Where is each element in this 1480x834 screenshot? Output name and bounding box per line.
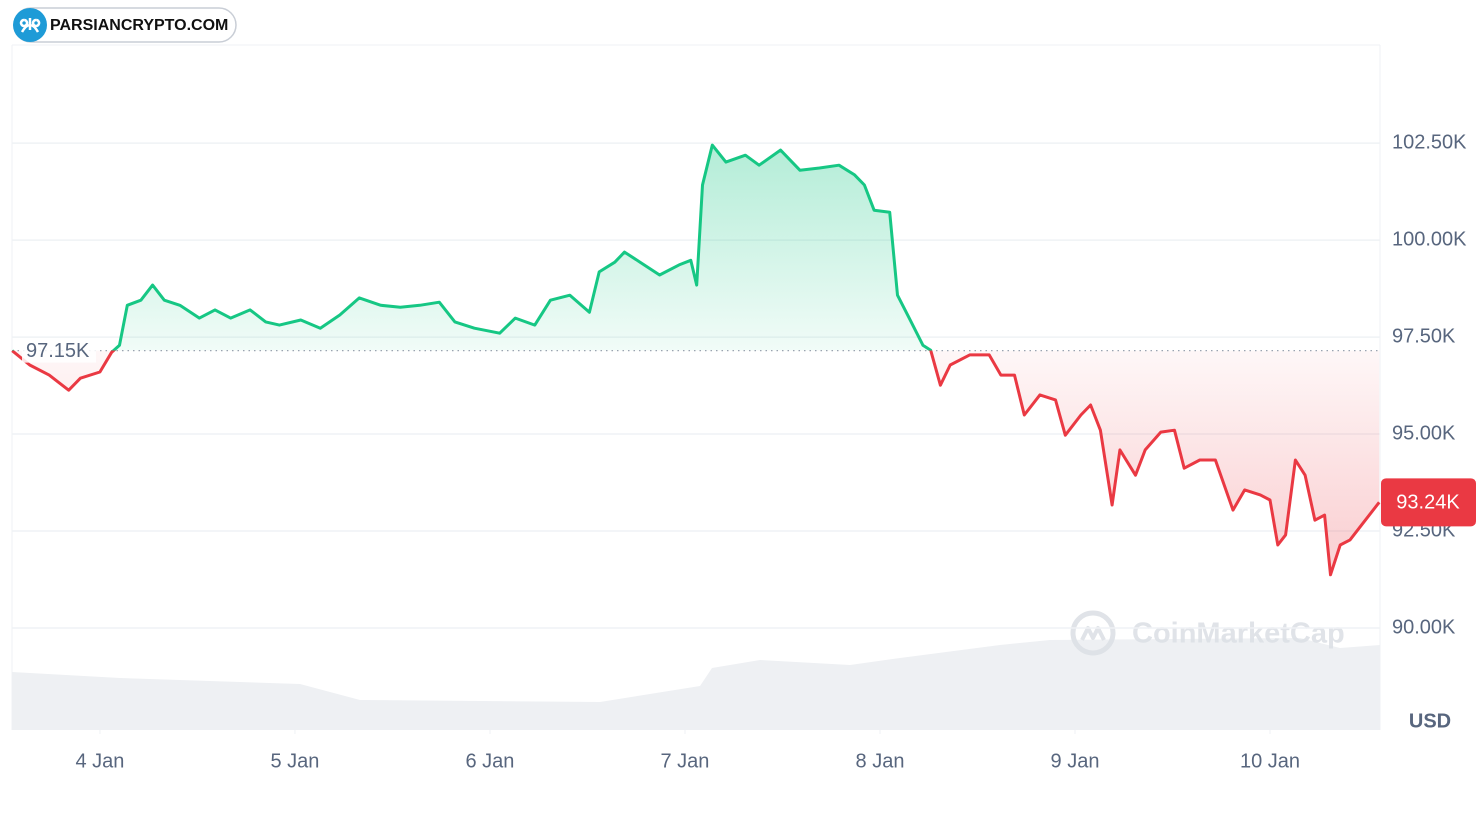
watermark: CoinMarketCap <box>1070 610 1345 656</box>
brand-badge: PARSIANCRYPTO.COM <box>13 7 237 43</box>
price-area <box>12 145 1380 575</box>
y-tick-label: 90.00K <box>1392 616 1456 638</box>
watermark-logo-mark <box>1080 626 1106 641</box>
x-tick-label: 5 Jan <box>270 750 319 772</box>
brand-text: PARSIANCRYPTO.COM <box>50 17 228 34</box>
y-tick-label: 102.50K <box>1392 131 1467 153</box>
watermark-logo <box>1070 610 1116 656</box>
x-tick-label: 4 Jan <box>75 750 124 772</box>
reference-label-bg <box>22 338 96 363</box>
last-price-label: 93.24K <box>1396 492 1460 514</box>
x-tick-label: 6 Jan <box>466 750 515 772</box>
y-tick-label: 97.50K <box>1392 325 1456 347</box>
last-price-badge <box>1381 478 1476 527</box>
volume-area <box>12 638 1380 730</box>
x-tick-label: 9 Jan <box>1051 750 1100 772</box>
x-tick-label: 7 Jan <box>661 750 710 772</box>
x-tick-label: 8 Jan <box>856 750 905 772</box>
y-tick-label: 95.00K <box>1392 422 1456 444</box>
currency-label: USD <box>1409 710 1451 732</box>
watermark-text: CoinMarketCap <box>1132 618 1345 650</box>
brand-logo-mark <box>19 18 41 33</box>
reference-label: 97.15K <box>26 340 90 362</box>
price-line <box>11 143 1381 577</box>
y-tick-label: 100.00K <box>1392 228 1467 250</box>
x-tick-label: 10 Jan <box>1240 750 1300 772</box>
